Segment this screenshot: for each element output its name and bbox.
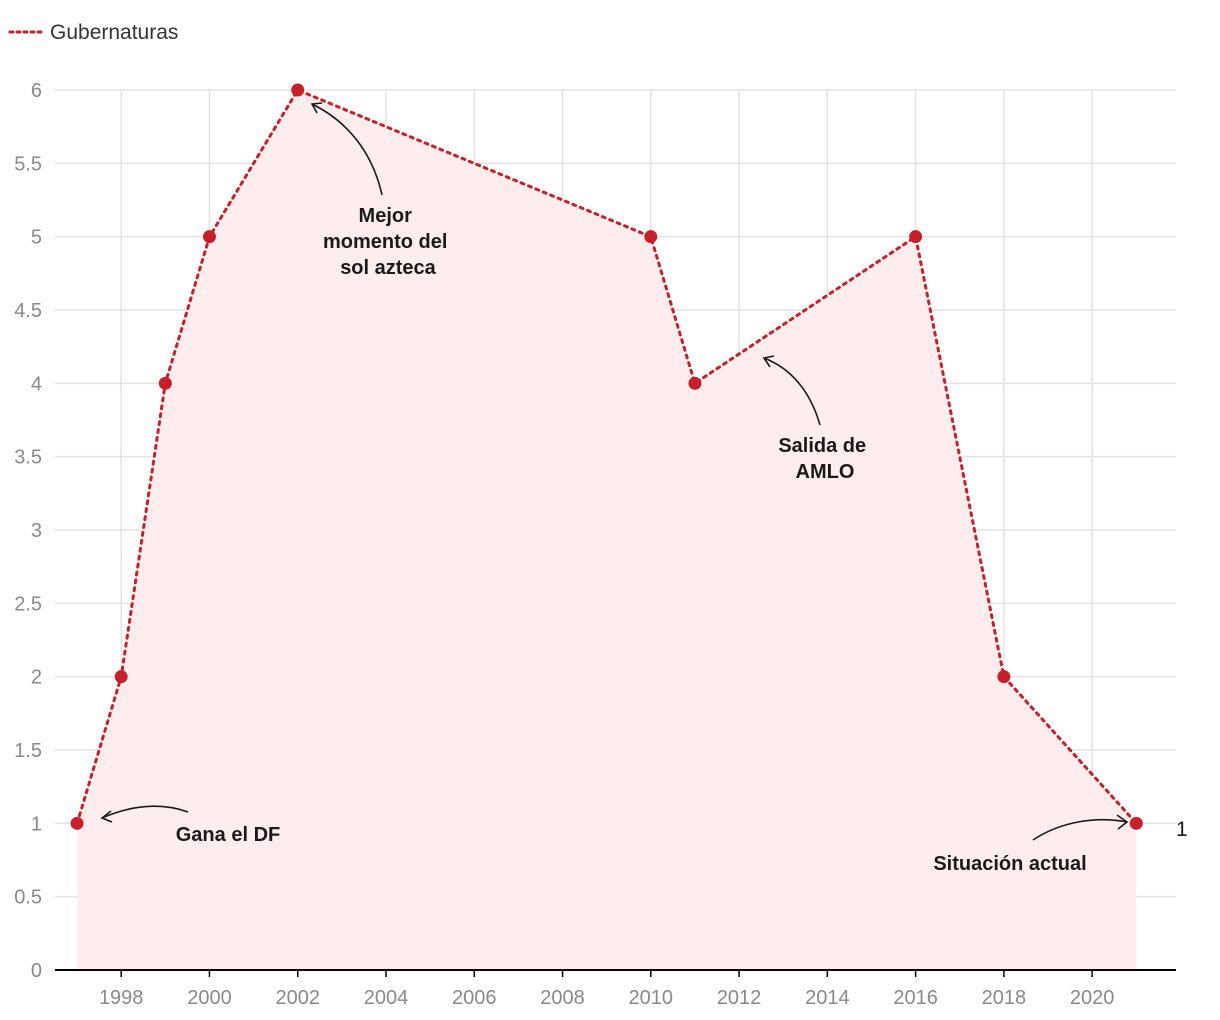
annotation-arrow — [1032, 818, 1128, 841]
annotation-line: sol azteca — [340, 257, 436, 279]
x-tick-label: 2010 — [629, 987, 674, 1009]
annotation-arrow — [763, 357, 821, 426]
x-tick-label: 2016 — [893, 987, 938, 1009]
svg-text:Salida de AMLO: Salida de AMLO — [778, 435, 871, 483]
data-point — [644, 230, 658, 244]
y-tick-label: 6 — [31, 80, 42, 102]
annotation-line: Situación actual — [933, 853, 1086, 875]
y-tick-label: 0.5 — [14, 887, 42, 909]
y-tick-labels: 0 0.5 1 1.5 2 2.5 3 3.5 4 4.5 5 5.5 6 — [14, 80, 42, 982]
arrow-head-icon — [100, 810, 113, 823]
data-point — [997, 670, 1011, 684]
data-point — [291, 83, 305, 97]
x-tick-label: 2000 — [187, 987, 232, 1009]
annotation-arrow — [311, 103, 383, 196]
y-tick-label: 1.5 — [14, 740, 42, 762]
y-tick-label: 3.5 — [14, 447, 42, 469]
annotation-line: Salida de — [778, 435, 866, 457]
legend-label: Gubernaturas — [50, 21, 178, 44]
svg-text:Situación actual: Situación actual — [933, 853, 1086, 875]
y-tick-label: 4.5 — [14, 300, 42, 322]
data-point — [114, 670, 128, 684]
annotation-situacion-actual: Situación actual — [933, 814, 1129, 875]
annotation-line: Gana el DF — [176, 824, 280, 846]
y-tick-label: 4 — [31, 373, 42, 395]
x-tick-labels: 1998 2000 2002 2004 2006 2008 2010 2012 2014 2016… — [99, 970, 1114, 1009]
x-tick-label: 2008 — [540, 987, 585, 1009]
data-point — [688, 376, 702, 390]
end-value-label: 1 — [1176, 818, 1188, 841]
legend: Gubernaturas — [8, 21, 178, 44]
annotation-arrow — [101, 805, 189, 819]
annotation-line: Mejor — [359, 205, 413, 227]
svg-text:Mejor momento del: Mejor momento del sol azteca — [323, 205, 453, 279]
data-point — [70, 816, 84, 830]
arrow-head-icon — [762, 355, 775, 368]
annotation-line: AMLO — [796, 461, 855, 483]
annotation-mejor-momento: Mejor momento del sol azteca — [310, 102, 453, 279]
y-tick-label: 2 — [31, 667, 42, 689]
area-fill — [77, 90, 1137, 970]
y-tick-label: 3 — [31, 520, 42, 542]
y-tick-label: 5.5 — [14, 153, 42, 175]
annotation-line: momento del — [323, 231, 447, 253]
x-tick-label: 2004 — [364, 987, 409, 1009]
data-points — [70, 83, 1143, 830]
x-tick-label: 2006 — [452, 987, 497, 1009]
data-point — [1129, 816, 1143, 830]
x-tick-label: 2002 — [275, 987, 320, 1009]
x-tick-label: 1998 — [99, 987, 144, 1009]
y-tick-label: 0 — [31, 960, 42, 982]
y-tick-label: 1 — [31, 813, 42, 835]
annotation-gana-df: Gana el DF — [100, 805, 280, 846]
data-point — [202, 230, 216, 244]
data-point — [158, 376, 172, 390]
y-tick-label: 2.5 — [14, 593, 42, 615]
x-tick-label: 2020 — [1070, 987, 1115, 1009]
x-tick-label: 2018 — [982, 987, 1027, 1009]
arrow-head-icon — [310, 102, 323, 114]
arrow-head-icon — [1116, 814, 1129, 830]
data-point — [909, 230, 923, 244]
x-tick-label: 2012 — [717, 987, 762, 1009]
x-tick-label: 2014 — [805, 987, 850, 1009]
svg-text:Gana el DF: Gana el DF — [176, 824, 280, 846]
annotation-salida-amlo: Salida de AMLO — [762, 355, 871, 483]
y-tick-label: 5 — [31, 227, 42, 249]
series-line — [75, 88, 1138, 825]
